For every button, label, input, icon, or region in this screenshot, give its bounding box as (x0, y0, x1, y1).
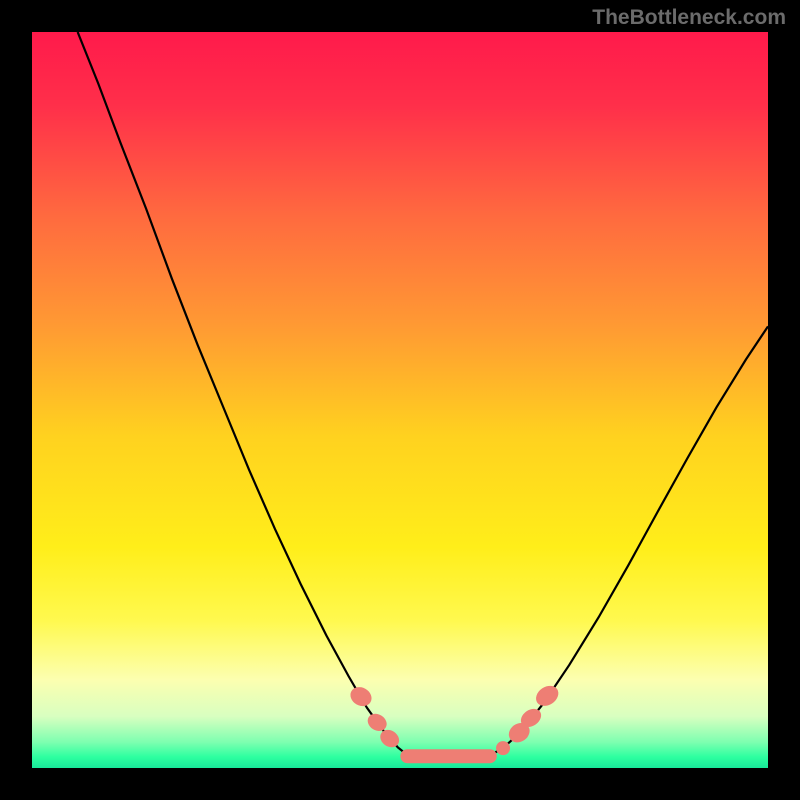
plot-area (32, 32, 768, 768)
chart-outer: TheBottleneck.com (0, 0, 800, 800)
bottleneck-curve (78, 32, 768, 756)
curve-layer (32, 32, 768, 768)
marker-ellipse-0 (347, 683, 375, 710)
watermark-text: TheBottleneck.com (592, 6, 786, 30)
marker-circle-0 (496, 741, 510, 755)
marker-ellipse-5 (532, 682, 562, 710)
